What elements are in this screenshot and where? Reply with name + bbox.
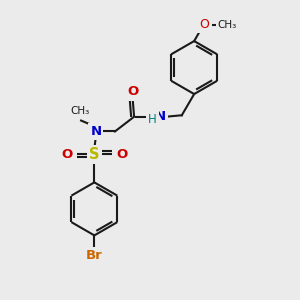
Text: CH₃: CH₃ bbox=[70, 106, 89, 116]
Text: N: N bbox=[90, 125, 101, 138]
Text: Br: Br bbox=[86, 249, 103, 262]
Text: O: O bbox=[200, 18, 209, 32]
Text: H: H bbox=[148, 112, 157, 126]
Text: O: O bbox=[127, 85, 138, 98]
Text: CH₃: CH₃ bbox=[218, 20, 237, 30]
Text: O: O bbox=[116, 148, 128, 161]
Text: N: N bbox=[155, 110, 166, 123]
Text: O: O bbox=[61, 148, 72, 161]
Text: S: S bbox=[89, 147, 100, 162]
